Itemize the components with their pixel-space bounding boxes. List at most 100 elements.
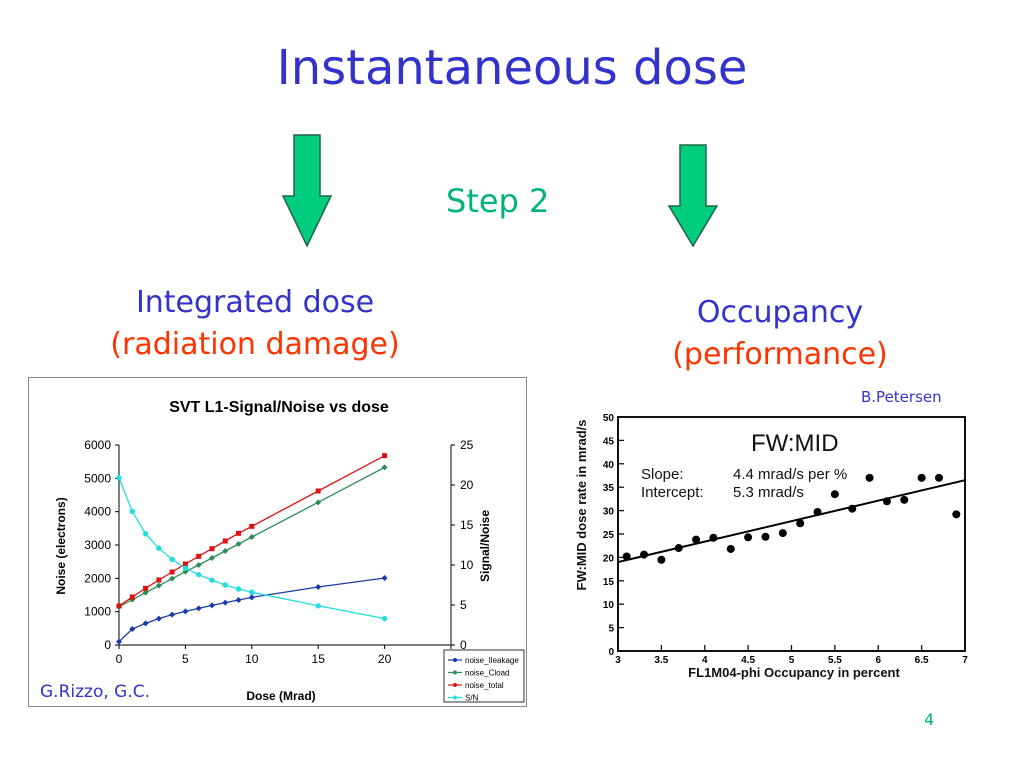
data-point	[709, 533, 718, 542]
x-tick-label: 20	[378, 652, 392, 666]
data-point	[315, 488, 321, 494]
data-point	[209, 577, 215, 583]
data-point	[248, 594, 255, 601]
intercept-label: Intercept:	[641, 484, 704, 501]
data-point	[142, 589, 149, 596]
data-point	[222, 599, 229, 606]
down-arrow-icon-right	[668, 144, 718, 248]
data-point	[315, 499, 322, 506]
data-point	[143, 585, 149, 591]
integrated-dose-label: Integrated dose	[135, 285, 375, 320]
data-point	[865, 473, 874, 482]
x-tick-label: 4	[702, 655, 708, 666]
data-point	[196, 553, 202, 559]
data-point	[195, 562, 202, 568]
data-point	[778, 529, 787, 538]
x-tick-label: 0	[116, 652, 123, 666]
step-label: Step 2	[446, 182, 550, 220]
legend-marker	[453, 683, 457, 687]
data-point	[249, 523, 255, 529]
signal-noise-chart: SVT L1-Signal/Noise vs dose Dose (Mrad) …	[28, 377, 527, 707]
x-tick-label: 6	[875, 655, 881, 666]
down-arrow-icon-left	[282, 134, 332, 248]
data-point	[830, 490, 839, 499]
y-tick-label: 15	[603, 577, 615, 588]
data-point	[169, 569, 175, 575]
x-tick-label: 6.5	[915, 655, 929, 666]
data-point	[235, 586, 242, 592]
data-point	[761, 532, 770, 541]
y2-tick-label: 0	[460, 638, 467, 652]
y-tick-label: 10	[603, 600, 615, 611]
data-point	[249, 589, 255, 595]
data-point	[315, 603, 321, 609]
data-point	[726, 544, 735, 553]
chart-title: SVT L1-Signal/Noise vs dose	[169, 399, 389, 416]
y-tick-label: 45	[603, 436, 615, 447]
data-point	[142, 531, 149, 537]
x-tick-label: 10	[245, 652, 259, 666]
data-point	[248, 534, 255, 540]
data-point	[129, 508, 135, 515]
data-point	[315, 584, 322, 590]
data-point	[381, 464, 388, 471]
slide-title: Instantaneous dose	[276, 40, 748, 96]
data-point	[142, 620, 149, 627]
x-tick-label: 7	[962, 655, 968, 666]
data-point	[169, 575, 176, 582]
y2-tick-label: 10	[460, 558, 474, 572]
data-point	[813, 508, 822, 517]
data-point	[934, 473, 943, 482]
data-point	[381, 615, 388, 622]
y-tick-label: 2000	[84, 571, 111, 585]
credit-rizzo: G.Rizzo, G.C.	[40, 682, 151, 702]
data-point	[222, 582, 228, 588]
y-tick-label: 20	[603, 553, 615, 564]
legend-label: S/N	[465, 694, 479, 703]
y-tick-label: 35	[603, 483, 615, 494]
occupancy-chart: FW:MID dose rate in mrad/s FL1M04-phi Oc…	[568, 405, 978, 680]
x-tick-label: 4.5	[741, 655, 755, 666]
x-tick-label: 5.5	[828, 655, 842, 666]
data-point	[116, 638, 122, 645]
data-point	[235, 541, 242, 547]
data-point	[182, 565, 189, 571]
data-point	[674, 544, 683, 553]
y-tick-label: 0	[104, 638, 111, 652]
data-point	[657, 555, 666, 564]
y2-tick-label: 15	[460, 518, 474, 532]
y2-tick-label: 5	[460, 598, 467, 612]
y-tick-label: 0	[608, 647, 614, 658]
x-tick-label: 15	[312, 652, 326, 666]
x-axis-label: FL1M04-phi Occupancy in percent	[688, 665, 900, 680]
data-point	[640, 550, 649, 559]
y2-tick-label: 20	[460, 478, 474, 492]
data-point	[129, 626, 136, 632]
y2-axis-label: Signal/Noise	[478, 510, 492, 582]
data-point	[116, 475, 122, 481]
legend-box	[443, 649, 525, 703]
data-point	[156, 577, 162, 583]
radiation-damage-label: (radiation damage)	[110, 327, 400, 362]
y-tick-label: 30	[603, 507, 615, 518]
x-tick-label: 5	[789, 655, 795, 666]
data-point	[182, 561, 188, 567]
y-tick-label: 6000	[84, 438, 111, 452]
data-point	[236, 530, 242, 536]
data-point	[116, 603, 122, 609]
y-tick-label: 1000	[84, 605, 111, 619]
credit-petersen: B.Petersen	[861, 388, 942, 406]
data-point	[195, 571, 202, 578]
occupancy-label: Occupancy	[696, 295, 864, 330]
data-point	[208, 555, 215, 561]
y-tick-label: 40	[603, 460, 615, 471]
data-point	[622, 552, 631, 561]
slope-value: 4.4 mrad/s per %	[733, 466, 847, 483]
intercept-value: 5.3 mrad/s	[733, 484, 804, 501]
x-tick-label: 3	[615, 655, 621, 666]
data-point	[900, 495, 909, 504]
left-heading: Integrated dose (radiation damage)	[80, 282, 430, 366]
signal-noise-chart-svg: SVT L1-Signal/Noise vs dose Dose (Mrad) …	[54, 399, 525, 703]
data-point	[382, 453, 388, 459]
data-point	[208, 602, 215, 609]
